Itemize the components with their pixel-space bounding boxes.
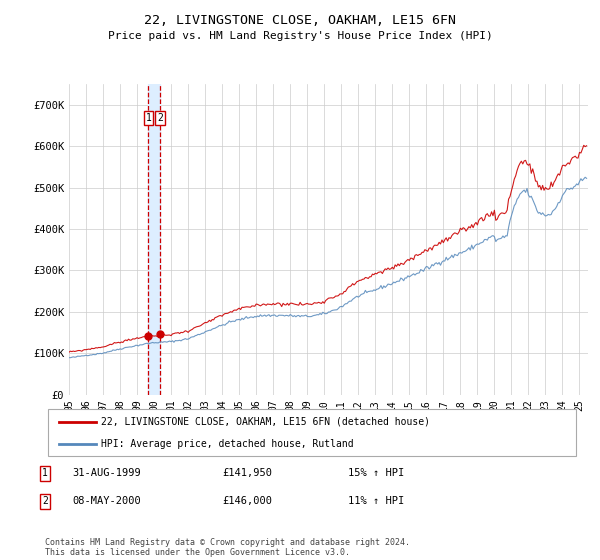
Text: £146,000: £146,000: [222, 496, 272, 506]
Point: [155, 330, 165, 339]
Text: 1: 1: [42, 468, 48, 478]
Text: 11% ↑ HPI: 11% ↑ HPI: [348, 496, 404, 506]
Text: Price paid vs. HM Land Registry's House Price Index (HPI): Price paid vs. HM Land Registry's House …: [107, 31, 493, 41]
Text: Contains HM Land Registry data © Crown copyright and database right 2024.
This d: Contains HM Land Registry data © Crown c…: [45, 538, 410, 557]
Text: HPI: Average price, detached house, Rutland: HPI: Average price, detached house, Rutl…: [101, 438, 353, 449]
Text: 22, LIVINGSTONE CLOSE, OAKHAM, LE15 6FN (detached house): 22, LIVINGSTONE CLOSE, OAKHAM, LE15 6FN …: [101, 417, 430, 427]
Text: 22, LIVINGSTONE CLOSE, OAKHAM, LE15 6FN: 22, LIVINGSTONE CLOSE, OAKHAM, LE15 6FN: [144, 14, 456, 27]
Bar: [148, 84, 160, 395]
Point: [143, 332, 153, 340]
Text: 15% ↑ HPI: 15% ↑ HPI: [348, 468, 404, 478]
Text: 2: 2: [42, 496, 48, 506]
Text: £141,950: £141,950: [222, 468, 272, 478]
Text: 1: 1: [146, 113, 151, 123]
Text: 31-AUG-1999: 31-AUG-1999: [72, 468, 141, 478]
Text: 2: 2: [157, 113, 163, 123]
Text: 08-MAY-2000: 08-MAY-2000: [72, 496, 141, 506]
